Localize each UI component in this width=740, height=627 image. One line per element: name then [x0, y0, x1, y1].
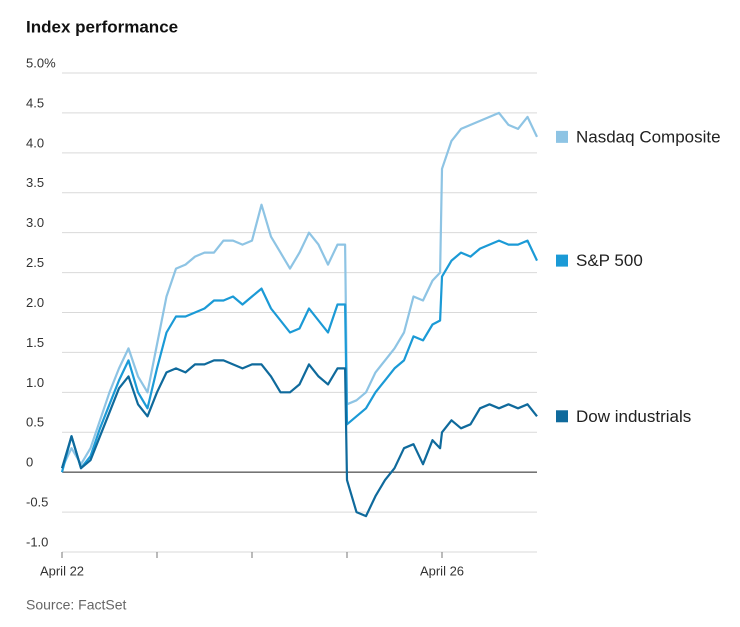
y-tick-label: 3.5: [26, 175, 44, 190]
y-tick-label: 4.0: [26, 135, 44, 150]
x-tick-label: April 26: [420, 563, 464, 578]
y-tick-label: -1.0: [26, 534, 48, 549]
y-tick-label: 1.0: [26, 375, 44, 390]
y-tick-label: 2.5: [26, 255, 44, 270]
y-tick-label: 3.0: [26, 215, 44, 230]
series-line: [60, 239, 538, 473]
legend-label: S&P 500: [576, 251, 643, 270]
legend-label: Nasdaq Composite: [576, 127, 721, 146]
y-tick-label: 0.5: [26, 415, 44, 430]
x-tick-label: April 22: [40, 563, 84, 578]
legend-label: Dow industrials: [576, 407, 691, 426]
legend-swatch: [556, 130, 568, 143]
series-line: [60, 359, 538, 518]
y-tick-label: -0.5: [26, 495, 48, 510]
y-tick-label: 0: [26, 455, 33, 470]
chart-title: Index performance: [26, 17, 178, 36]
source-note: Source: FactSet: [26, 597, 126, 613]
y-tick-label: 1.5: [26, 335, 44, 350]
legend-swatch: [556, 410, 568, 423]
y-tick-label: 2.0: [26, 295, 44, 310]
series-line: [61, 111, 538, 469]
legend-swatch: [556, 254, 568, 267]
y-tick-label: 5.0%: [26, 55, 56, 70]
y-tick-label: 4.5: [26, 95, 44, 110]
